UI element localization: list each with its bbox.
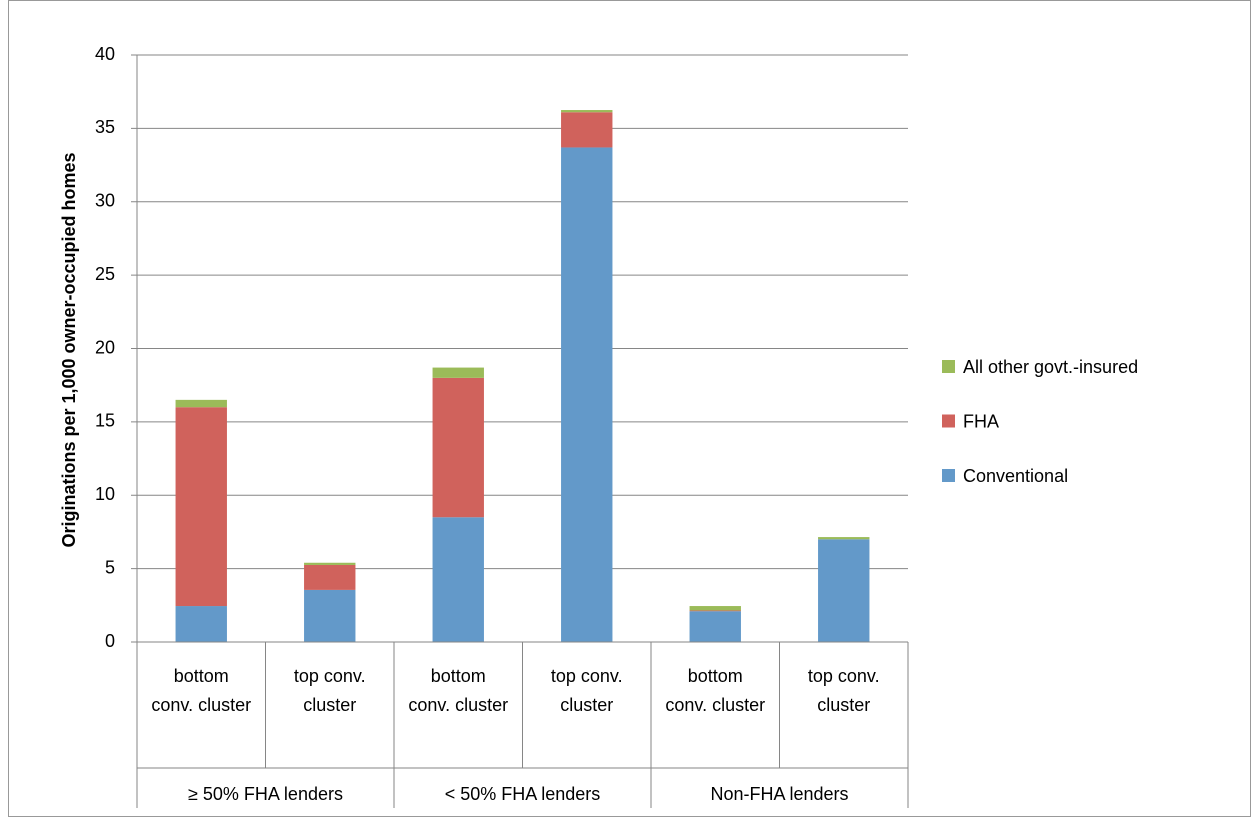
legend-swatch xyxy=(942,414,955,428)
x-tick-label: top conv. cluster xyxy=(293,666,366,715)
x-tick-label: bottom conv. cluster xyxy=(151,666,252,715)
x-tick-label: top conv. cluster xyxy=(550,666,623,715)
y-tick-label: 10 xyxy=(95,484,115,504)
bar-segment xyxy=(689,606,741,611)
bar-segment xyxy=(561,110,613,113)
bar-segment xyxy=(432,367,484,378)
y-tick-label: 40 xyxy=(95,44,115,64)
bar-segment xyxy=(304,589,356,642)
bar-segment xyxy=(304,564,356,590)
y-tick-label: 25 xyxy=(95,264,115,284)
group-label: Non-FHA lenders xyxy=(710,784,848,804)
y-tick-label: 15 xyxy=(95,411,115,431)
bar-segment xyxy=(818,537,870,540)
group-label: ≥ 50% FHA lenders xyxy=(188,784,343,804)
group-label: < 50% FHA lenders xyxy=(445,784,601,804)
legend-label: FHA xyxy=(963,411,999,431)
y-tick-label: 0 xyxy=(105,631,115,651)
y-tick-label: 20 xyxy=(95,337,115,357)
bar-segment xyxy=(689,610,741,612)
legend-label: All other govt.-insured xyxy=(963,357,1138,377)
bar-segment xyxy=(818,539,870,642)
x-tick-label: bottom conv. cluster xyxy=(408,666,509,715)
legend-label: Conventional xyxy=(963,466,1068,486)
bar-segment xyxy=(432,517,484,642)
bar-segment xyxy=(175,407,227,607)
legend-swatch xyxy=(942,360,955,373)
bar-segment xyxy=(561,112,613,148)
bar-segment xyxy=(561,147,613,642)
y-tick-label: 35 xyxy=(95,117,115,137)
bar-segment xyxy=(432,377,484,518)
y-tick-label: 5 xyxy=(105,557,115,577)
chart-border xyxy=(8,0,1251,817)
y-tick-label: 30 xyxy=(95,191,115,211)
legend-swatch xyxy=(942,469,955,482)
bar-segment xyxy=(175,399,227,408)
bar-segment xyxy=(175,606,227,642)
x-tick-label: bottom conv. cluster xyxy=(665,666,766,715)
y-axis-label: Originations per 1,000 owner-occupied ho… xyxy=(59,152,79,547)
bar-segment xyxy=(304,562,356,565)
bar-segment xyxy=(689,611,741,642)
x-tick-label: top conv. cluster xyxy=(807,666,880,715)
